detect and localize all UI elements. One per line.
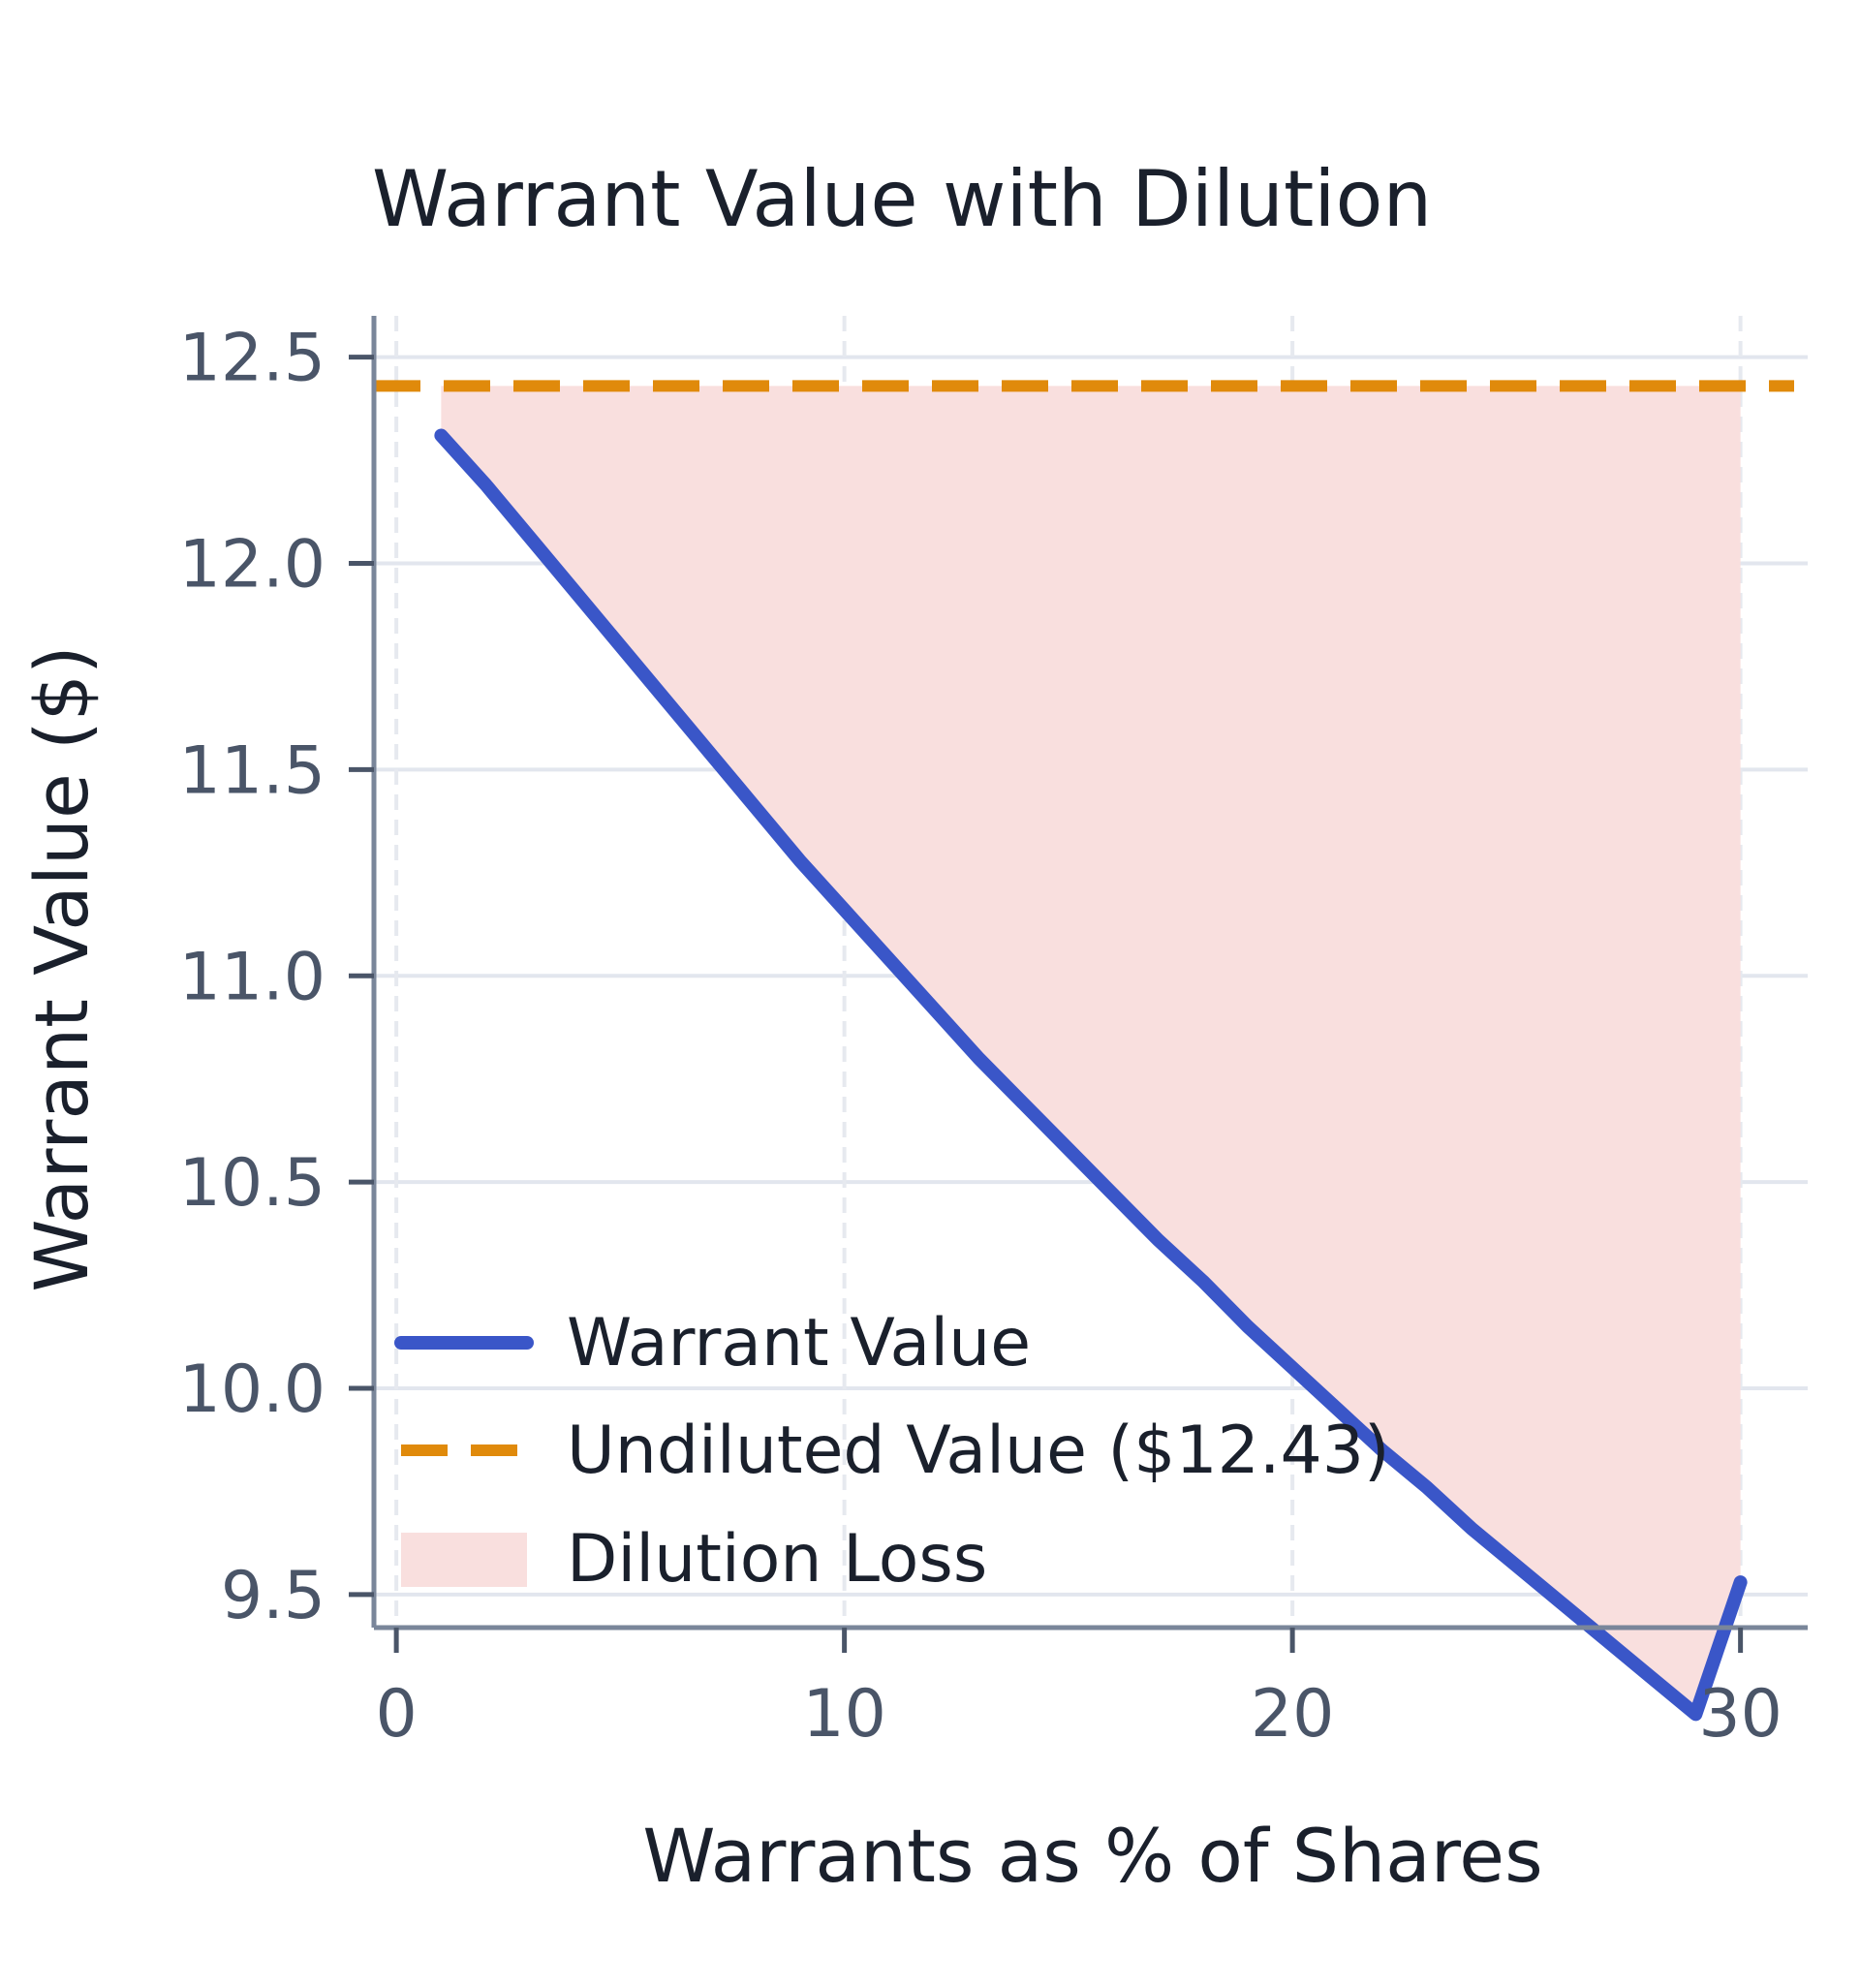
warrant-value-line	[434, 428, 1748, 1722]
y-tick-label: 10.0	[179, 1351, 326, 1428]
x-axis-label: Warrants as % of Shares	[642, 1813, 1542, 1899]
y-tick-label: 10.5	[179, 1145, 326, 1222]
x-tick-label: 0	[375, 1676, 417, 1753]
y-tick-label: 12.0	[179, 526, 326, 603]
legend-swatch-dilution-loss	[401, 1533, 527, 1587]
y-tick-label: 9.5	[221, 1558, 326, 1634]
legend: Warrant Value Undiluted Value ($12.43) D…	[394, 1305, 1390, 1598]
y-axis-label: Warrant Value ($)	[18, 645, 105, 1291]
y-tick-label: 11.0	[179, 939, 326, 1015]
tick-labels: 9.5 10.0 10.5 11.0 11.5 12.0 12.5 0 10 20 30	[179, 321, 1782, 1753]
dilution-loss-area	[441, 386, 1741, 1715]
warrant-value-line-layer	[434, 428, 1748, 1722]
axes	[349, 316, 1808, 1653]
y-tick-label: 11.5	[179, 732, 326, 809]
x-tick-label: 10	[802, 1676, 886, 1753]
y-tick-label: 12.5	[179, 321, 326, 397]
x-tick-label: 30	[1698, 1676, 1782, 1753]
chart-title: Warrant Value with Dilution	[372, 154, 1432, 244]
dilution-loss-area-layer	[441, 386, 1741, 1715]
legend-label-undiluted-value: Undiluted Value ($12.43)	[567, 1413, 1390, 1489]
legend-label-warrant-value: Warrant Value	[567, 1305, 1031, 1382]
legend-label-dilution-loss: Dilution Loss	[567, 1521, 987, 1598]
x-tick-label: 20	[1251, 1676, 1335, 1753]
